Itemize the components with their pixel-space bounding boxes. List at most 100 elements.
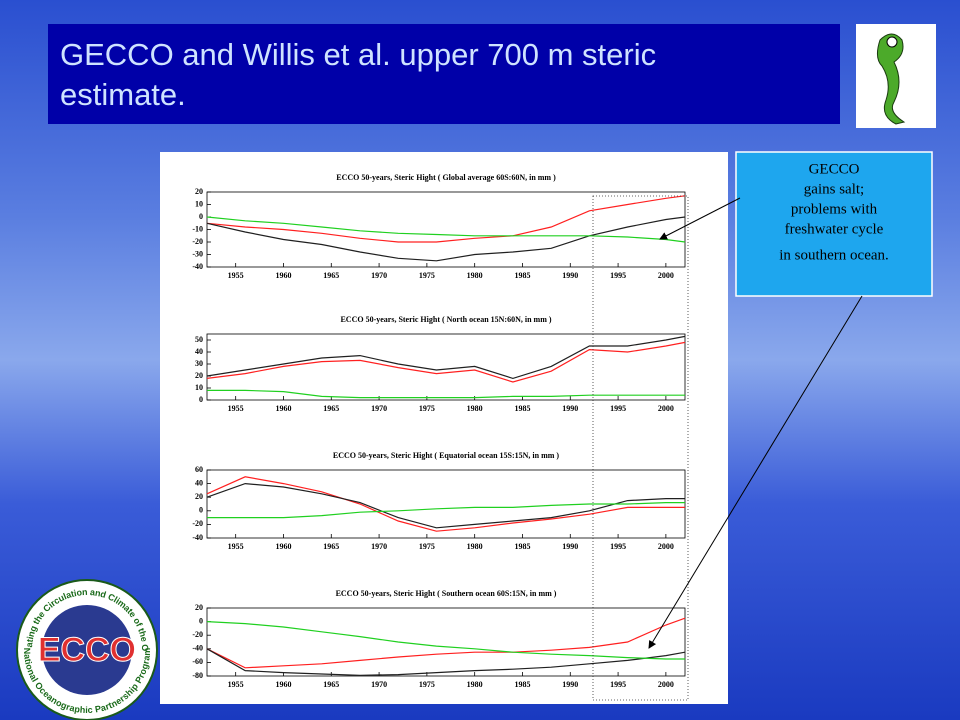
x-tick-label: 1995 <box>610 680 626 689</box>
x-tick-label: 1980 <box>467 271 483 280</box>
y-tick-label: -60 <box>192 657 203 666</box>
callout-text: GECCO gains salt; problems with freshwater … <box>779 161 889 263</box>
data-line <box>206 648 686 676</box>
slide-title: GECCO and Willis et al. upper 700 m ster… <box>60 37 656 72</box>
x-tick-label: 1970 <box>371 271 387 280</box>
y-tick-label: -40 <box>192 262 203 271</box>
callout-line: freshwater cycle <box>785 221 884 237</box>
title-bar <box>48 24 840 124</box>
y-tick-label: 10 <box>195 199 203 208</box>
y-tick-label: 40 <box>195 478 203 487</box>
x-tick-label: 1980 <box>467 542 483 551</box>
data-line <box>206 621 685 660</box>
data-line <box>206 341 686 383</box>
callout-line: GECCO <box>809 161 860 177</box>
logo-text: ECCO <box>38 631 136 669</box>
data-line <box>206 195 686 243</box>
data-line <box>206 617 686 669</box>
slide-title: estimate. <box>60 77 186 112</box>
x-tick-label: 1970 <box>371 404 387 413</box>
arrow <box>648 295 863 649</box>
callout-line: in southern ocean. <box>779 247 889 263</box>
y-tick-label: 20 <box>195 603 203 612</box>
y-tick-label: 50 <box>195 335 203 344</box>
x-tick-label: 1995 <box>610 542 626 551</box>
callout-box <box>735 151 933 297</box>
x-tick-label: 1970 <box>371 680 387 689</box>
y-tick-label: 60 <box>195 465 203 474</box>
y-tick-label: 30 <box>195 359 203 368</box>
chart-title: ECCO 50-years, Steric Hight ( North ocea… <box>340 315 551 324</box>
x-tick-label: 1955 <box>228 271 244 280</box>
y-tick-label: -40 <box>192 533 203 542</box>
arrow <box>659 197 741 240</box>
y-tick-label: 10 <box>195 383 203 392</box>
x-tick-label: 1975 <box>419 271 435 280</box>
x-tick-label: 1965 <box>323 404 339 413</box>
highlight-box <box>592 195 689 701</box>
plot-frame <box>206 607 686 677</box>
x-tick-label: 1995 <box>610 271 626 280</box>
x-tick-label: 1990 <box>562 404 578 413</box>
data-line <box>206 476 685 532</box>
x-tick-label: 1960 <box>275 542 291 551</box>
x-tick-label: 2000 <box>658 271 674 280</box>
x-tick-label: 1980 <box>467 404 483 413</box>
x-tick-label: 1995 <box>610 404 626 413</box>
data-line <box>207 389 685 399</box>
gecko-icon <box>856 24 936 128</box>
data-line <box>206 216 686 243</box>
x-tick-label: 1955 <box>228 680 244 689</box>
chart-title: ECCO 50-years, Steric Hight ( Equatorial… <box>333 451 560 460</box>
y-tick-label: 20 <box>195 492 203 501</box>
x-tick-label: 2000 <box>658 542 674 551</box>
x-tick-label: 1985 <box>514 404 530 413</box>
y-tick-label: -30 <box>192 249 203 258</box>
plot-frame <box>206 469 686 539</box>
x-tick-label: 1985 <box>514 542 530 551</box>
x-tick-label: 1985 <box>514 271 530 280</box>
y-tick-label: 20 <box>195 187 203 196</box>
x-tick-label: 1990 <box>562 271 578 280</box>
x-tick-label: 1975 <box>419 680 435 689</box>
y-tick-label: -10 <box>192 224 203 233</box>
callout-line: problems with <box>791 201 878 217</box>
y-tick-label: -20 <box>192 630 203 639</box>
x-tick-label: 1960 <box>275 680 291 689</box>
x-tick-label: 1955 <box>228 404 244 413</box>
x-tick-label: 1975 <box>419 404 435 413</box>
y-tick-label: -20 <box>192 237 203 246</box>
x-tick-label: 1960 <box>275 271 291 280</box>
y-tick-label: 0 <box>199 506 203 515</box>
data-line <box>207 502 685 519</box>
y-tick-label: 0 <box>199 395 203 404</box>
x-tick-label: 1985 <box>514 680 530 689</box>
y-tick-label: -40 <box>192 644 203 653</box>
x-tick-label: 1990 <box>562 542 578 551</box>
y-tick-label: 0 <box>199 212 203 221</box>
x-tick-label: 1955 <box>228 542 244 551</box>
callout-line: gains salt; <box>804 181 864 197</box>
chart-panel <box>160 152 728 704</box>
data-line <box>206 335 686 380</box>
x-tick-label: 1960 <box>275 404 291 413</box>
charts: ECCO 50-years, Steric Hight ( Global ave… <box>192 173 686 689</box>
plot-frame <box>206 333 686 401</box>
x-tick-label: 1990 <box>562 680 578 689</box>
x-tick-label: 2000 <box>658 680 674 689</box>
x-tick-label: 1980 <box>467 680 483 689</box>
x-tick-label: 1975 <box>419 542 435 551</box>
x-tick-label: 1970 <box>371 542 387 551</box>
x-tick-label: 1965 <box>323 542 339 551</box>
x-tick-label: 2000 <box>658 404 674 413</box>
chart-title: ECCO 50-years, Steric Hight ( Global ave… <box>336 173 556 182</box>
x-tick-label: 1965 <box>323 680 339 689</box>
data-line <box>206 482 685 529</box>
y-tick-label: 0 <box>199 616 203 625</box>
data-line <box>206 216 686 262</box>
y-tick-label: 40 <box>195 347 203 356</box>
chart-title: ECCO 50-years, Steric Hight ( Southern o… <box>336 589 557 598</box>
y-tick-label: -80 <box>192 671 203 680</box>
y-tick-label: 20 <box>195 371 203 380</box>
